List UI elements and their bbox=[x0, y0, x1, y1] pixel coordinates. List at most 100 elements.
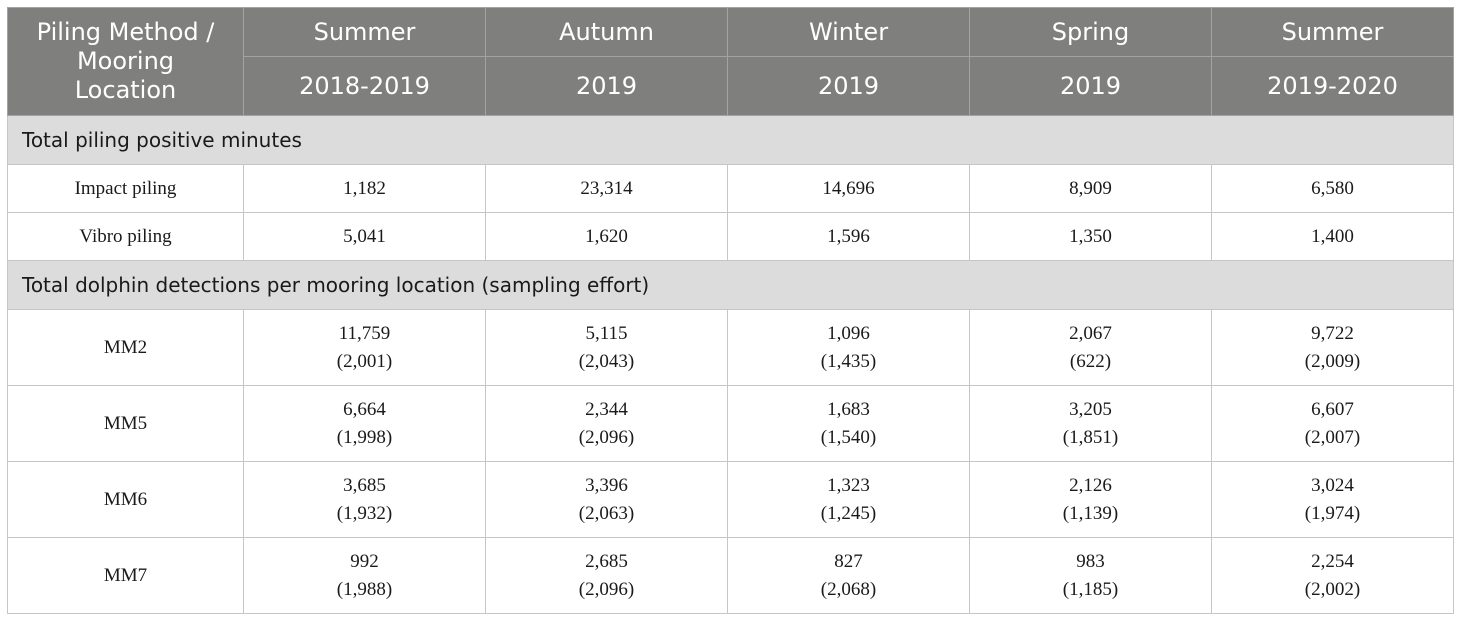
table-cell: 983 (1,185) bbox=[969, 537, 1212, 614]
header-year: 2019-2020 bbox=[1211, 56, 1454, 116]
table-header: Piling Method / Mooring Location Summer … bbox=[7, 7, 1454, 116]
table-row: Impact piling 1,182 23,314 14,696 8,909 6,580 bbox=[7, 164, 1454, 213]
table-cell: 2,254 (2,002) bbox=[1211, 537, 1454, 614]
table-cell: 992 (1,988) bbox=[243, 537, 486, 614]
header-year: 2019 bbox=[969, 56, 1212, 116]
cell-value: 11,759 bbox=[338, 322, 391, 344]
table-cell: 14,696 bbox=[727, 164, 970, 213]
row-label: MM2 bbox=[7, 309, 244, 386]
header-season: Autumn bbox=[485, 7, 728, 57]
table-cell: 2,067 (622) bbox=[969, 309, 1212, 386]
cell-effort: (2,043) bbox=[578, 350, 635, 372]
table-row: MM2 11,759 (2,001) 5,115 (2,043) 1,096 (1,435)… bbox=[7, 309, 1454, 386]
row-label: MM6 bbox=[7, 461, 244, 538]
section-title: Total dolphin detections per mooring loc… bbox=[7, 260, 1454, 310]
cell-value: 6,580 bbox=[1311, 177, 1354, 199]
header-year: 2019 bbox=[727, 56, 970, 116]
section-header-row: Total piling positive minutes bbox=[7, 115, 1454, 165]
table-cell: 3,205 (1,851) bbox=[969, 385, 1212, 462]
table-cell: 5,115 (2,043) bbox=[485, 309, 728, 386]
cell-effort: (2,009) bbox=[1304, 350, 1361, 372]
row-label: Impact piling bbox=[7, 164, 244, 213]
table-row: Vibro piling 5,041 1,620 1,596 1,350 1,400 bbox=[7, 212, 1454, 261]
cell-effort: (1,974) bbox=[1304, 502, 1361, 524]
table-cell: 1,096 (1,435) bbox=[727, 309, 970, 386]
cell-effort: (2,096) bbox=[578, 578, 635, 600]
cell-value: 2,067 bbox=[1069, 322, 1112, 344]
cell-value: 1,323 bbox=[827, 474, 870, 496]
cell-effort: (1,185) bbox=[1062, 578, 1119, 600]
cell-effort: (2,001) bbox=[336, 350, 393, 372]
table-cell: 5,041 bbox=[243, 212, 486, 261]
table-cell: 827 (2,068) bbox=[727, 537, 970, 614]
table-cell: 2,685 (2,096) bbox=[485, 537, 728, 614]
cell-value: 827 bbox=[834, 550, 863, 572]
table-cell: 1,400 bbox=[1211, 212, 1454, 261]
row-label: MM5 bbox=[7, 385, 244, 462]
header-row-seasons: Piling Method / Mooring Location Summer … bbox=[7, 7, 1454, 116]
table-row: MM5 6,664 (1,998) 2,344 (2,096) 1,683 (1,540) 3… bbox=[7, 385, 1454, 462]
cell-value: 3,205 bbox=[1069, 398, 1112, 420]
header-year: 2019 bbox=[485, 56, 728, 116]
header-corner-line: Location bbox=[74, 76, 177, 104]
section-title: Total piling positive minutes bbox=[7, 115, 1454, 165]
cell-value: 1,596 bbox=[827, 225, 870, 247]
cell-effort: (1,435) bbox=[820, 350, 877, 372]
cell-value: 8,909 bbox=[1069, 177, 1112, 199]
table-cell: 2,126 (1,139) bbox=[969, 461, 1212, 538]
header-season: Summer bbox=[1211, 7, 1454, 57]
header-row-years: 2018-2019 2019 2019 2019 2019-2020 bbox=[8, 56, 1454, 116]
data-table: Piling Method / Mooring Location Summer … bbox=[7, 7, 1454, 614]
cell-value: 2,254 bbox=[1311, 550, 1354, 572]
cell-effort: (1,998) bbox=[336, 426, 393, 448]
cell-value: 6,664 bbox=[343, 398, 386, 420]
cell-effort: (1,245) bbox=[820, 502, 877, 524]
cell-value: 992 bbox=[350, 550, 379, 572]
section-header-row: Total dolphin detections per mooring loc… bbox=[7, 260, 1454, 310]
header-season: Summer bbox=[243, 7, 486, 57]
cell-effort: (622) bbox=[1069, 350, 1112, 372]
cell-value: 1,350 bbox=[1069, 225, 1112, 247]
cell-effort: (1,139) bbox=[1062, 502, 1119, 524]
table-cell: 1,182 bbox=[243, 164, 486, 213]
table-cell: 6,607 (2,007) bbox=[1211, 385, 1454, 462]
table-row: MM7 992 (1,988) 2,685 (2,096) 827 (2,068) 983 (1… bbox=[7, 537, 1454, 614]
cell-effort: (1,932) bbox=[336, 502, 393, 524]
cell-value: 5,041 bbox=[343, 225, 386, 247]
cell-effort: (2,096) bbox=[578, 426, 635, 448]
table-cell: 23,314 bbox=[485, 164, 728, 213]
table-cell: 1,683 (1,540) bbox=[727, 385, 970, 462]
table-cell: 1,596 bbox=[727, 212, 970, 261]
cell-effort: (1,540) bbox=[820, 426, 877, 448]
row-label: Vibro piling bbox=[7, 212, 244, 261]
cell-value: 1,400 bbox=[1311, 225, 1354, 247]
cell-value: 6,607 bbox=[1311, 398, 1354, 420]
table-cell: 6,664 (1,998) bbox=[243, 385, 486, 462]
cell-value: 3,396 bbox=[585, 474, 628, 496]
cell-effort: (2,068) bbox=[820, 578, 877, 600]
table-cell: 6,580 bbox=[1211, 164, 1454, 213]
cell-value: 2,685 bbox=[585, 550, 628, 572]
table-cell: 8,909 bbox=[969, 164, 1212, 213]
cell-value: 5,115 bbox=[585, 322, 628, 344]
table-cell: 3,685 (1,932) bbox=[243, 461, 486, 538]
cell-value: 3,024 bbox=[1311, 474, 1354, 496]
cell-value: 23,314 bbox=[580, 177, 633, 199]
table-cell: 9,722 (2,009) bbox=[1211, 309, 1454, 386]
table-cell: 3,396 (2,063) bbox=[485, 461, 728, 538]
cell-effort: (1,851) bbox=[1062, 426, 1119, 448]
table-cell: 3,024 (1,974) bbox=[1211, 461, 1454, 538]
table-cell: 11,759 (2,001) bbox=[243, 309, 486, 386]
cell-effort: (2,002) bbox=[1304, 578, 1361, 600]
cell-value: 1,182 bbox=[343, 177, 386, 199]
cell-value: 1,096 bbox=[827, 322, 870, 344]
table-cell: 1,323 (1,245) bbox=[727, 461, 970, 538]
cell-value: 1,620 bbox=[585, 225, 628, 247]
cell-value: 983 bbox=[1076, 550, 1105, 572]
cell-effort: (1,988) bbox=[336, 578, 393, 600]
row-label: MM7 bbox=[7, 537, 244, 614]
header-corner-line: Mooring bbox=[76, 47, 175, 75]
header-season: Spring bbox=[969, 7, 1212, 57]
cell-value: 1,683 bbox=[827, 398, 870, 420]
table-row: MM6 3,685 (1,932) 3,396 (2,063) 1,323 (1,245) 2… bbox=[7, 461, 1454, 538]
